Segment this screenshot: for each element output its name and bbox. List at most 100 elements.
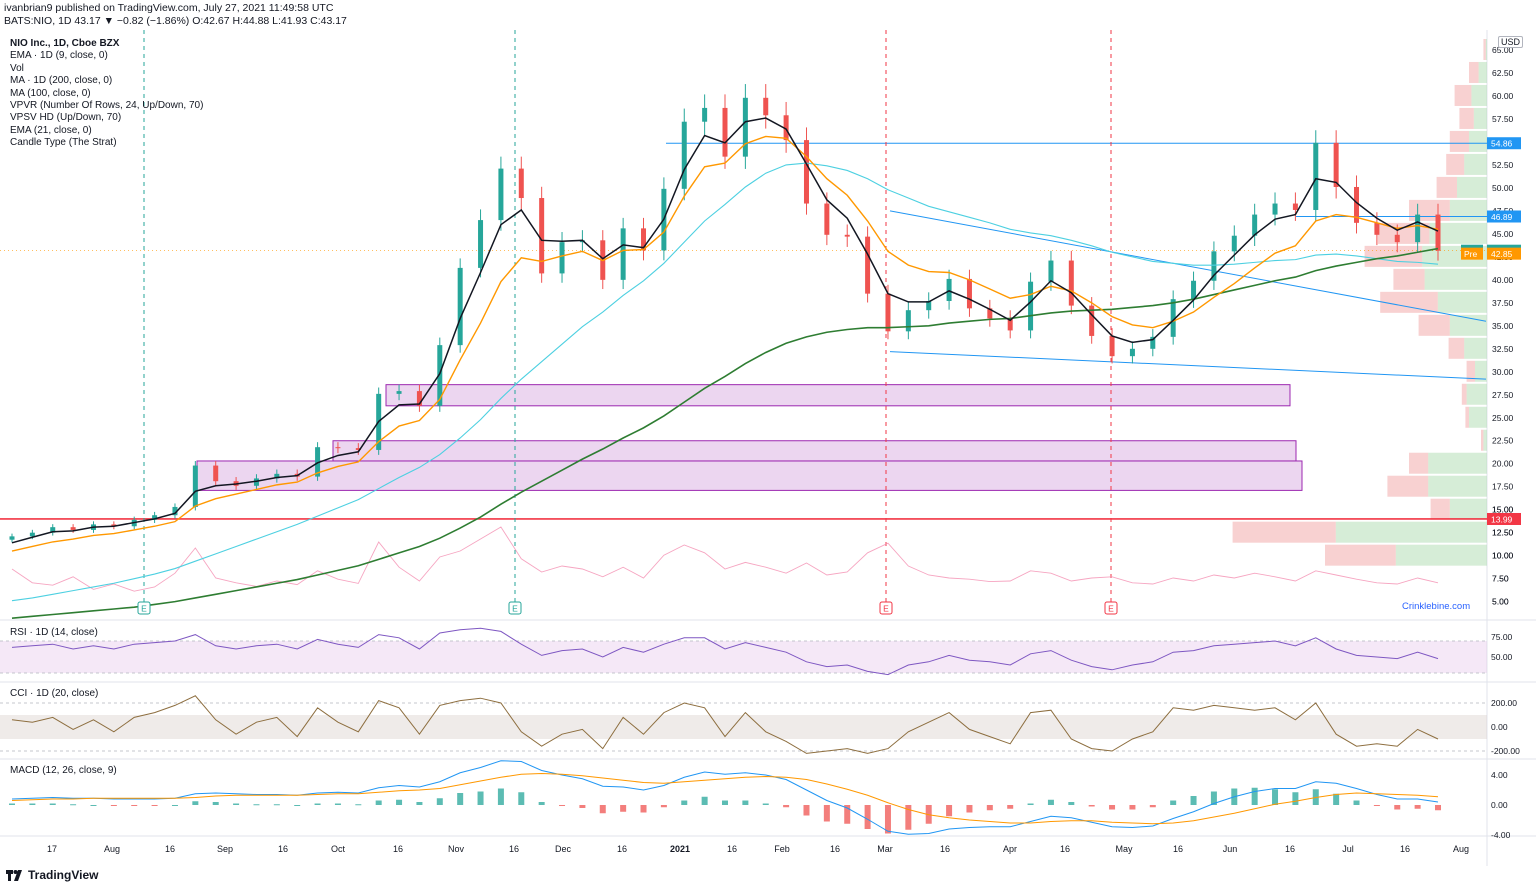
- macd-histogram-bar: [171, 805, 178, 806]
- macd-histogram-bar: [436, 798, 443, 805]
- rsi-tick-label: 75.00: [1491, 632, 1513, 642]
- candle-body: [803, 140, 809, 204]
- macd-histogram-bar: [355, 804, 362, 806]
- macd-histogram-bar: [396, 799, 403, 805]
- vpvr-bar-down: [1436, 176, 1457, 198]
- macd-histogram-bar: [29, 803, 36, 805]
- vpvr-bar-down: [1418, 314, 1450, 336]
- price-tick-label: 12.50: [1492, 528, 1514, 538]
- macd-histogram-bar: [90, 805, 97, 806]
- candle-body: [437, 345, 443, 406]
- vpvr-bar-down: [1446, 153, 1465, 175]
- candle-body: [1150, 336, 1156, 349]
- macd-pane-title[interactable]: MACD (12, 26, close, 9): [10, 765, 117, 776]
- time-tick-label: 16: [1060, 844, 1070, 854]
- macd-tick-label: -4.00: [1491, 830, 1511, 840]
- publish-header: ivanbrian9 published on TradingView.com,…: [4, 2, 347, 28]
- macd-histogram-bar: [1170, 800, 1177, 805]
- macd-histogram-bar: [681, 800, 688, 805]
- cci-pane-title[interactable]: CCI · 1D (20, close): [10, 688, 99, 699]
- candle-body: [274, 473, 280, 479]
- vpvr-bar-down: [1387, 475, 1429, 497]
- candle-body: [416, 391, 422, 406]
- price-tick-label: 20.00: [1492, 459, 1514, 469]
- trendline-lower: [889, 351, 1487, 380]
- legend-item-ema21[interactable]: EMA (21, close, 0): [10, 124, 92, 136]
- legend-item-title: NIO Inc., 1D, Cboe BZX: [10, 38, 120, 49]
- vpvr-bar-up: [1428, 452, 1487, 474]
- macd-histogram-bar: [273, 804, 280, 806]
- time-tick-label: 2021: [670, 844, 690, 854]
- time-tick-label: Nov: [448, 844, 465, 854]
- candle-body: [987, 308, 993, 319]
- legend-item-vol[interactable]: Vol: [10, 62, 24, 74]
- legend-item-vpsv[interactable]: VPSV HD (Up/Down, 70): [10, 112, 122, 124]
- legend-item-vpvr[interactable]: VPVR (Number Of Rows, 24, Up/Down, 70): [10, 100, 204, 112]
- price-tick-label: 57.50: [1492, 114, 1514, 124]
- watermark-text: Crinklebine.com: [1402, 601, 1471, 612]
- time-tick-label: Apr: [1003, 844, 1017, 854]
- macd-histogram-bar: [823, 805, 830, 822]
- ema21-line: [11, 135, 1439, 552]
- legend-item-ema9[interactable]: EMA · 1D (9, close, 0): [10, 50, 108, 62]
- price-badge-tag: [1461, 247, 1483, 260]
- candle-body: [396, 391, 402, 394]
- macd-histogram-bar: [1333, 793, 1340, 805]
- vpvr-bar-up: [1429, 222, 1487, 244]
- earnings-marker-label: E: [512, 604, 518, 614]
- price-tick-label: 22.50: [1492, 436, 1514, 446]
- rsi-line: [11, 627, 1439, 676]
- volume-tick-label: 12.50: [1492, 528, 1514, 538]
- currency-label[interactable]: USD: [1498, 36, 1524, 48]
- price-badge-text: 42.85: [1491, 249, 1513, 259]
- candle-body: [1292, 203, 1298, 210]
- tradingview-logo-icon: [6, 869, 24, 881]
- macd-histogram-bar: [1007, 805, 1014, 809]
- macd-histogram-bar: [783, 805, 790, 808]
- macd-histogram-bar: [477, 791, 484, 805]
- candle-body: [1191, 280, 1197, 300]
- time-tick-label: Oct: [331, 844, 346, 854]
- macd-histogram-bar: [334, 803, 341, 805]
- price-tick-label: 65.00: [1492, 45, 1514, 55]
- trendline-upper: [889, 210, 1487, 322]
- support-zone: [332, 440, 1297, 462]
- macd-histogram-bar: [151, 805, 158, 806]
- vpvr-bar-up: [1395, 544, 1487, 566]
- cci-tick-label: 0.00: [1491, 722, 1508, 732]
- macd-histogram-bar: [762, 803, 769, 805]
- vpvr-bar-up: [1449, 498, 1487, 520]
- candle-body: [844, 234, 850, 237]
- price-tick-label: 52.50: [1492, 160, 1514, 170]
- volume-tick-label: 15.00: [1492, 505, 1514, 515]
- candle-body: [641, 228, 647, 251]
- candle-body: [213, 465, 219, 482]
- legend-item-candle-type[interactable]: Candle Type (The Strat): [10, 137, 117, 149]
- macd-histogram-bar: [1149, 805, 1156, 808]
- macd-histogram-bar: [599, 805, 606, 814]
- vpvr-bar-down: [1483, 39, 1486, 60]
- macd-histogram-bar: [1292, 792, 1299, 805]
- publish-line: ivanbrian9 published on TradingView.com,…: [4, 2, 334, 14]
- legend-item-ma100[interactable]: MA (100, close, 0): [10, 87, 91, 99]
- price-tick-label: 5.00: [1492, 597, 1509, 607]
- earnings-marker: [508, 601, 522, 615]
- price-tick-label: 15.00: [1492, 505, 1514, 515]
- price-badge-text: 13.99: [1491, 514, 1513, 524]
- price-tick-label: 37.50: [1492, 298, 1514, 308]
- footer-brand[interactable]: TradingView: [6, 868, 98, 882]
- rsi-pane-title[interactable]: RSI · 1D (14, close): [10, 627, 98, 638]
- legend-item-ma200[interactable]: MA · 1D (200, close, 0): [10, 75, 113, 87]
- candle-body: [335, 447, 341, 449]
- vpvr-bar-up: [1469, 406, 1487, 428]
- price-tick-label: 40.00: [1492, 275, 1514, 285]
- price-tick-label: 10.00: [1492, 551, 1514, 561]
- candle-body: [9, 536, 15, 540]
- time-tick-label: 17: [47, 844, 57, 854]
- volume-line: [11, 526, 1439, 592]
- price-badge-text: 46.89: [1491, 212, 1513, 222]
- vpvr-bar-down: [1481, 429, 1484, 451]
- price-chart[interactable]: 65.0062.5060.0057.5055.0052.5050.0047.50…: [0, 30, 1536, 866]
- candle-body: [1068, 260, 1074, 306]
- macd-histogram-bar: [1394, 805, 1401, 810]
